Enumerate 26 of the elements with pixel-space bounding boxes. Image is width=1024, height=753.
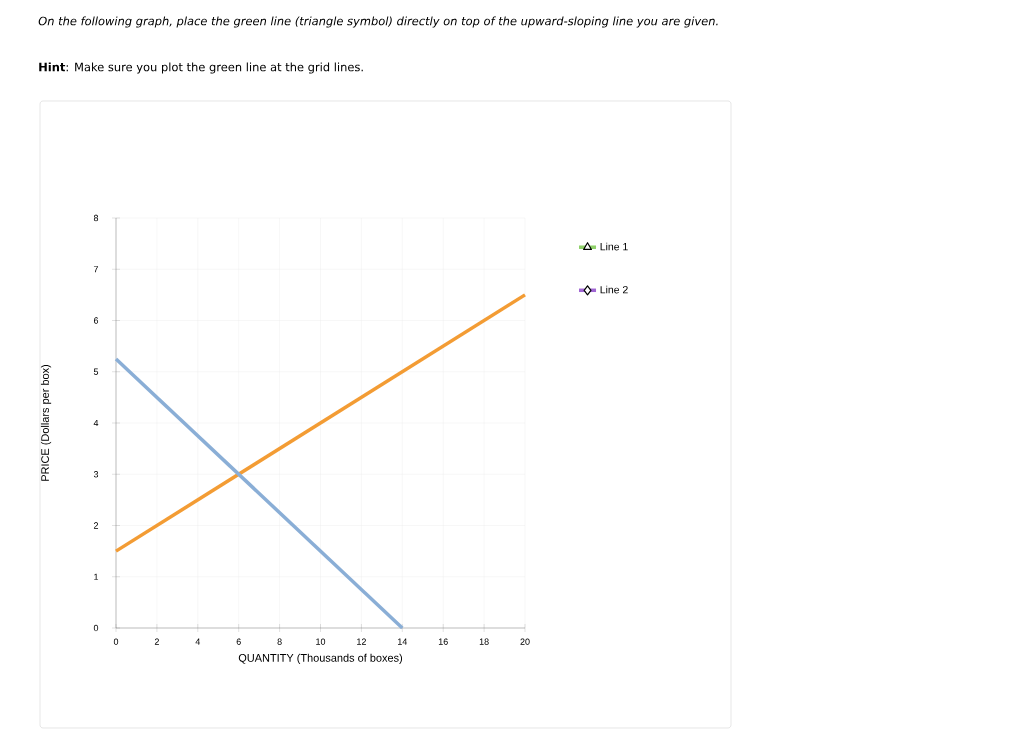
x-axis-title: QUANTITY (Thousands of boxes) [238, 653, 403, 664]
legend-label: Line 1 [600, 242, 628, 251]
y-tick-label: 8 [93, 214, 99, 222]
x-tick-label: 6 [236, 638, 241, 645]
y-tick-label: 1 [94, 573, 99, 580]
legend-label: Line 2 [600, 285, 628, 294]
y-axis-title: PRICE (Dollars per box) [40, 364, 52, 481]
x-tick-label: 18 [479, 638, 489, 645]
chart-subtitle: Hint: Make sure you plot the green line at the grid lines. [39, 62, 363, 74]
y-tick-label: 6 [93, 317, 99, 324]
x-tick-label: 12 [357, 638, 366, 645]
x-tick-label: 16 [438, 638, 448, 645]
x-tick-label: 8 [277, 638, 282, 645]
y-tick-label: 4 [93, 419, 99, 427]
x-tick-label: 4 [195, 638, 201, 645]
y-tick-label: 7 [93, 266, 99, 273]
y-tick-label: 0 [93, 624, 99, 632]
x-tick-label: 14 [398, 638, 408, 645]
y-tick-label: 5 [93, 368, 99, 375]
y-tick-label: 3 [93, 471, 99, 478]
chart-title: On the following graph, place the green line (triangle symbol) directly on top of the upward-sloping line you are given. [38, 16, 718, 28]
x-tick-label: 0 [113, 638, 119, 645]
x-tick-label: 2 [154, 638, 159, 645]
x-tick-label: 10 [316, 638, 326, 645]
x-tick-label: 20 [520, 638, 530, 645]
y-tick-label: 2 [93, 522, 99, 529]
